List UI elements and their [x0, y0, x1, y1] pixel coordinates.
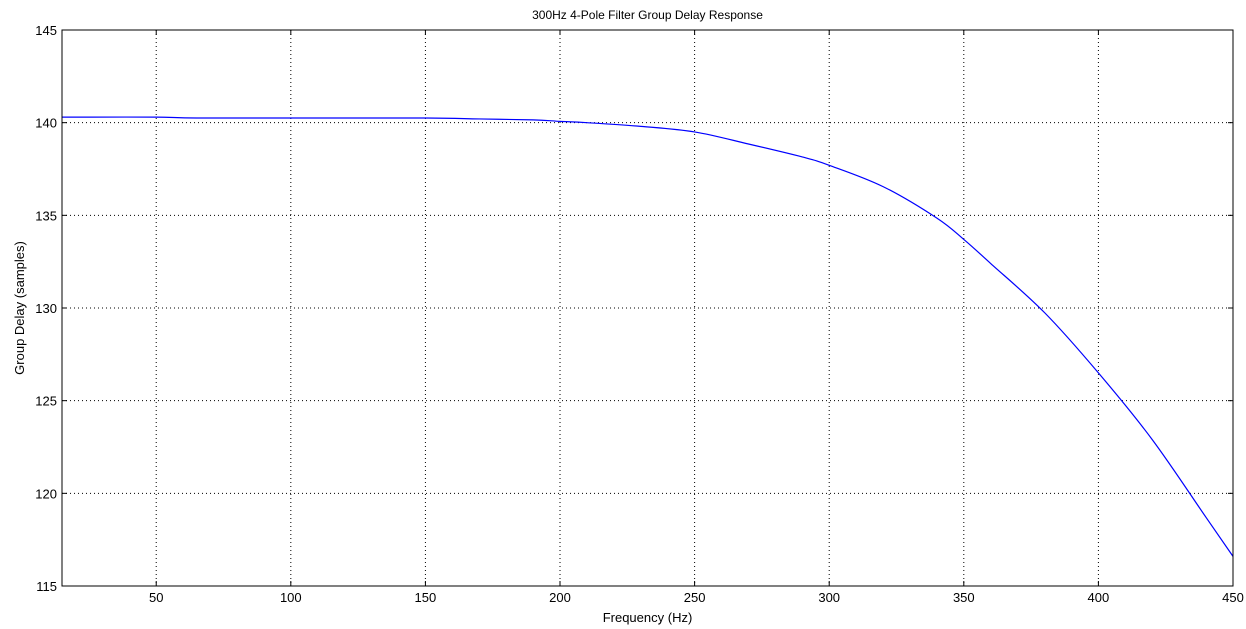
y-tick-label: 115 [36, 579, 57, 594]
axis-ticks [62, 29, 1234, 587]
y-tick-label: 140 [35, 116, 57, 131]
x-tick-label: 350 [953, 590, 975, 605]
group-delay-line [61, 116, 1234, 557]
y-tick-label: 120 [35, 486, 57, 501]
x-axis-title: Frequency (Hz) [603, 610, 693, 625]
y-tick-label: 125 [35, 394, 57, 409]
x-tick-label: 300 [818, 590, 840, 605]
x-tick-label: 150 [415, 590, 437, 605]
x-tick-labels: 50 100 150 200 250 300 350 400 450 [149, 590, 1244, 605]
y-tick-label: 145 [35, 23, 57, 38]
chart-title: 300Hz 4-Pole Filter Group Delay Response [532, 8, 763, 22]
series-lines [61, 116, 1234, 557]
x-tick-label: 450 [1222, 590, 1244, 605]
grid-lines [62, 30, 1233, 586]
y-tick-label: 135 [35, 208, 57, 223]
x-tick-label: 400 [1088, 590, 1110, 605]
y-tick-label: 130 [35, 301, 57, 316]
x-tick-label: 250 [684, 590, 706, 605]
x-tick-label: 100 [280, 590, 302, 605]
x-tick-label: 50 [149, 590, 163, 605]
y-tick-labels: 115 120 125 130 135 140 145 [35, 23, 57, 594]
x-tick-label: 200 [549, 590, 571, 605]
y-axis-title: Group Delay (samples) [12, 241, 27, 375]
